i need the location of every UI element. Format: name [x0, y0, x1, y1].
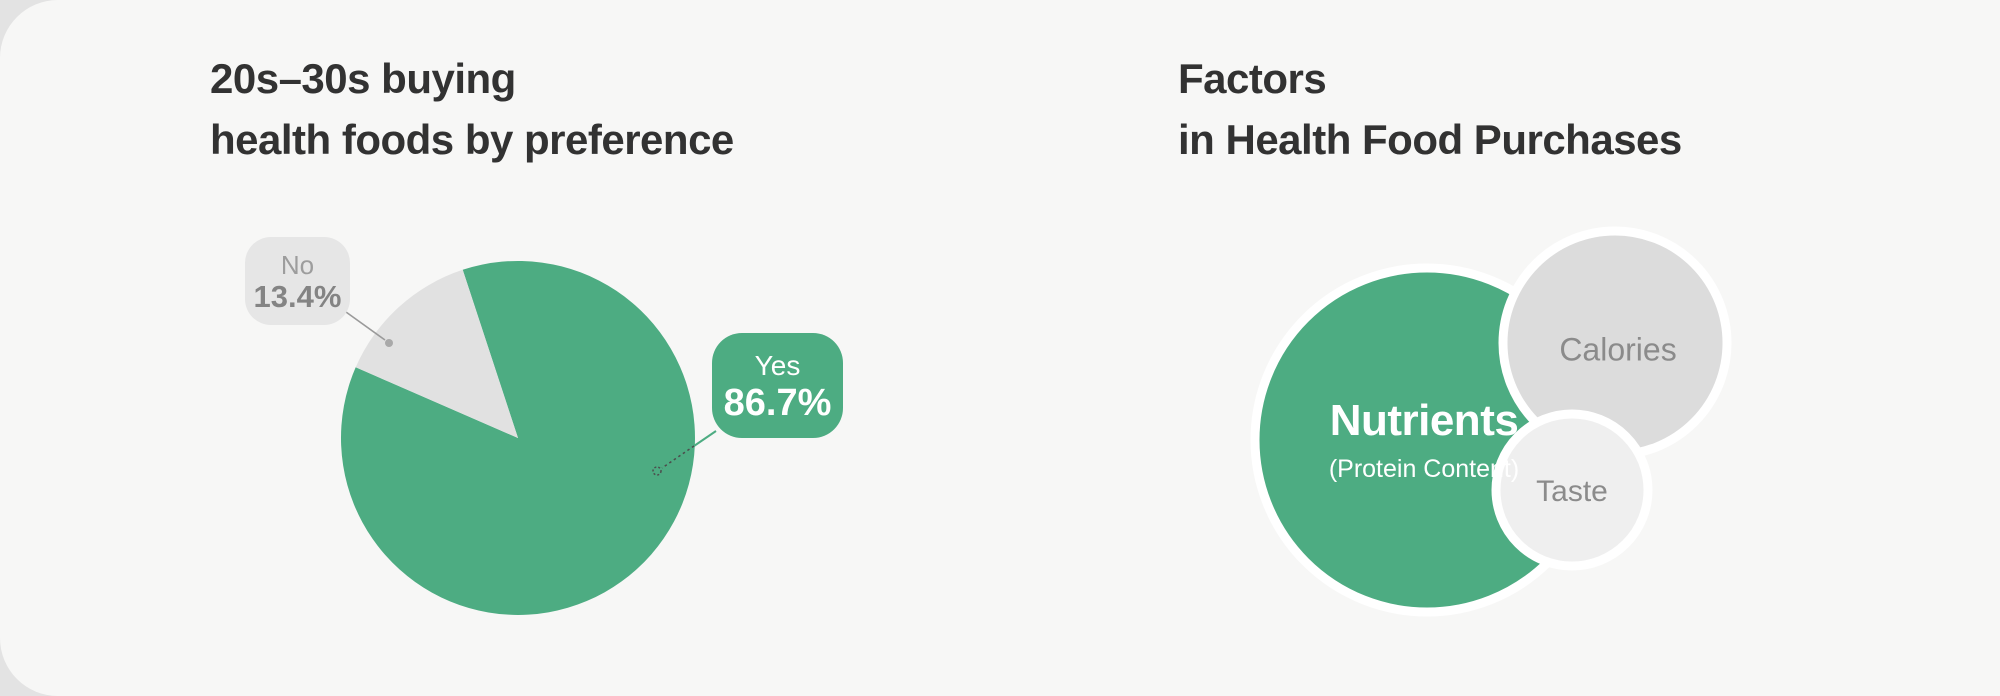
- no-leader-dot: [385, 339, 393, 347]
- no-callout-value: 13.4%: [253, 278, 342, 314]
- pie-slice-no: [355, 269, 518, 438]
- bubble-taste-circle: [1491, 409, 1653, 571]
- pie-slice-yes: [340, 260, 695, 615]
- no-leader-line: [345, 311, 386, 341]
- nutrients-label-main: Nutrients: [1329, 396, 1519, 445]
- left-chart-title: 20s–30s buying health foods by preferenc…: [210, 48, 734, 170]
- nutrients-label-sub: (Protein Content): [1328, 455, 1520, 483]
- yes-callout-label: Yes: [754, 349, 801, 381]
- no-callout-badge: No 13.4%: [245, 237, 350, 325]
- taste-bubble-label: Taste: [1536, 475, 1608, 508]
- yes-callout-value: 86.7%: [723, 381, 832, 424]
- right-chart-title-line1: Factors: [1178, 55, 1327, 102]
- no-callout-label: No: [280, 249, 315, 280]
- yes-leader-dot: [652, 466, 662, 476]
- yes-leader-line-inner: [661, 445, 695, 469]
- nutrients-bubble-label: Nutrients (Protein Content): [1329, 396, 1519, 484]
- calories-bubble-label: Calories: [1559, 331, 1677, 368]
- yes-leader-line-outer: [693, 430, 717, 447]
- right-chart-title: Factors in Health Food Purchases: [1178, 48, 1682, 170]
- left-chart-title-line1: 20s–30s buying: [210, 55, 516, 102]
- left-chart-title-line2: health foods by preference: [210, 116, 734, 163]
- right-chart-title-line2: in Health Food Purchases: [1178, 116, 1682, 163]
- yes-callout-badge: Yes 86.7%: [712, 333, 843, 438]
